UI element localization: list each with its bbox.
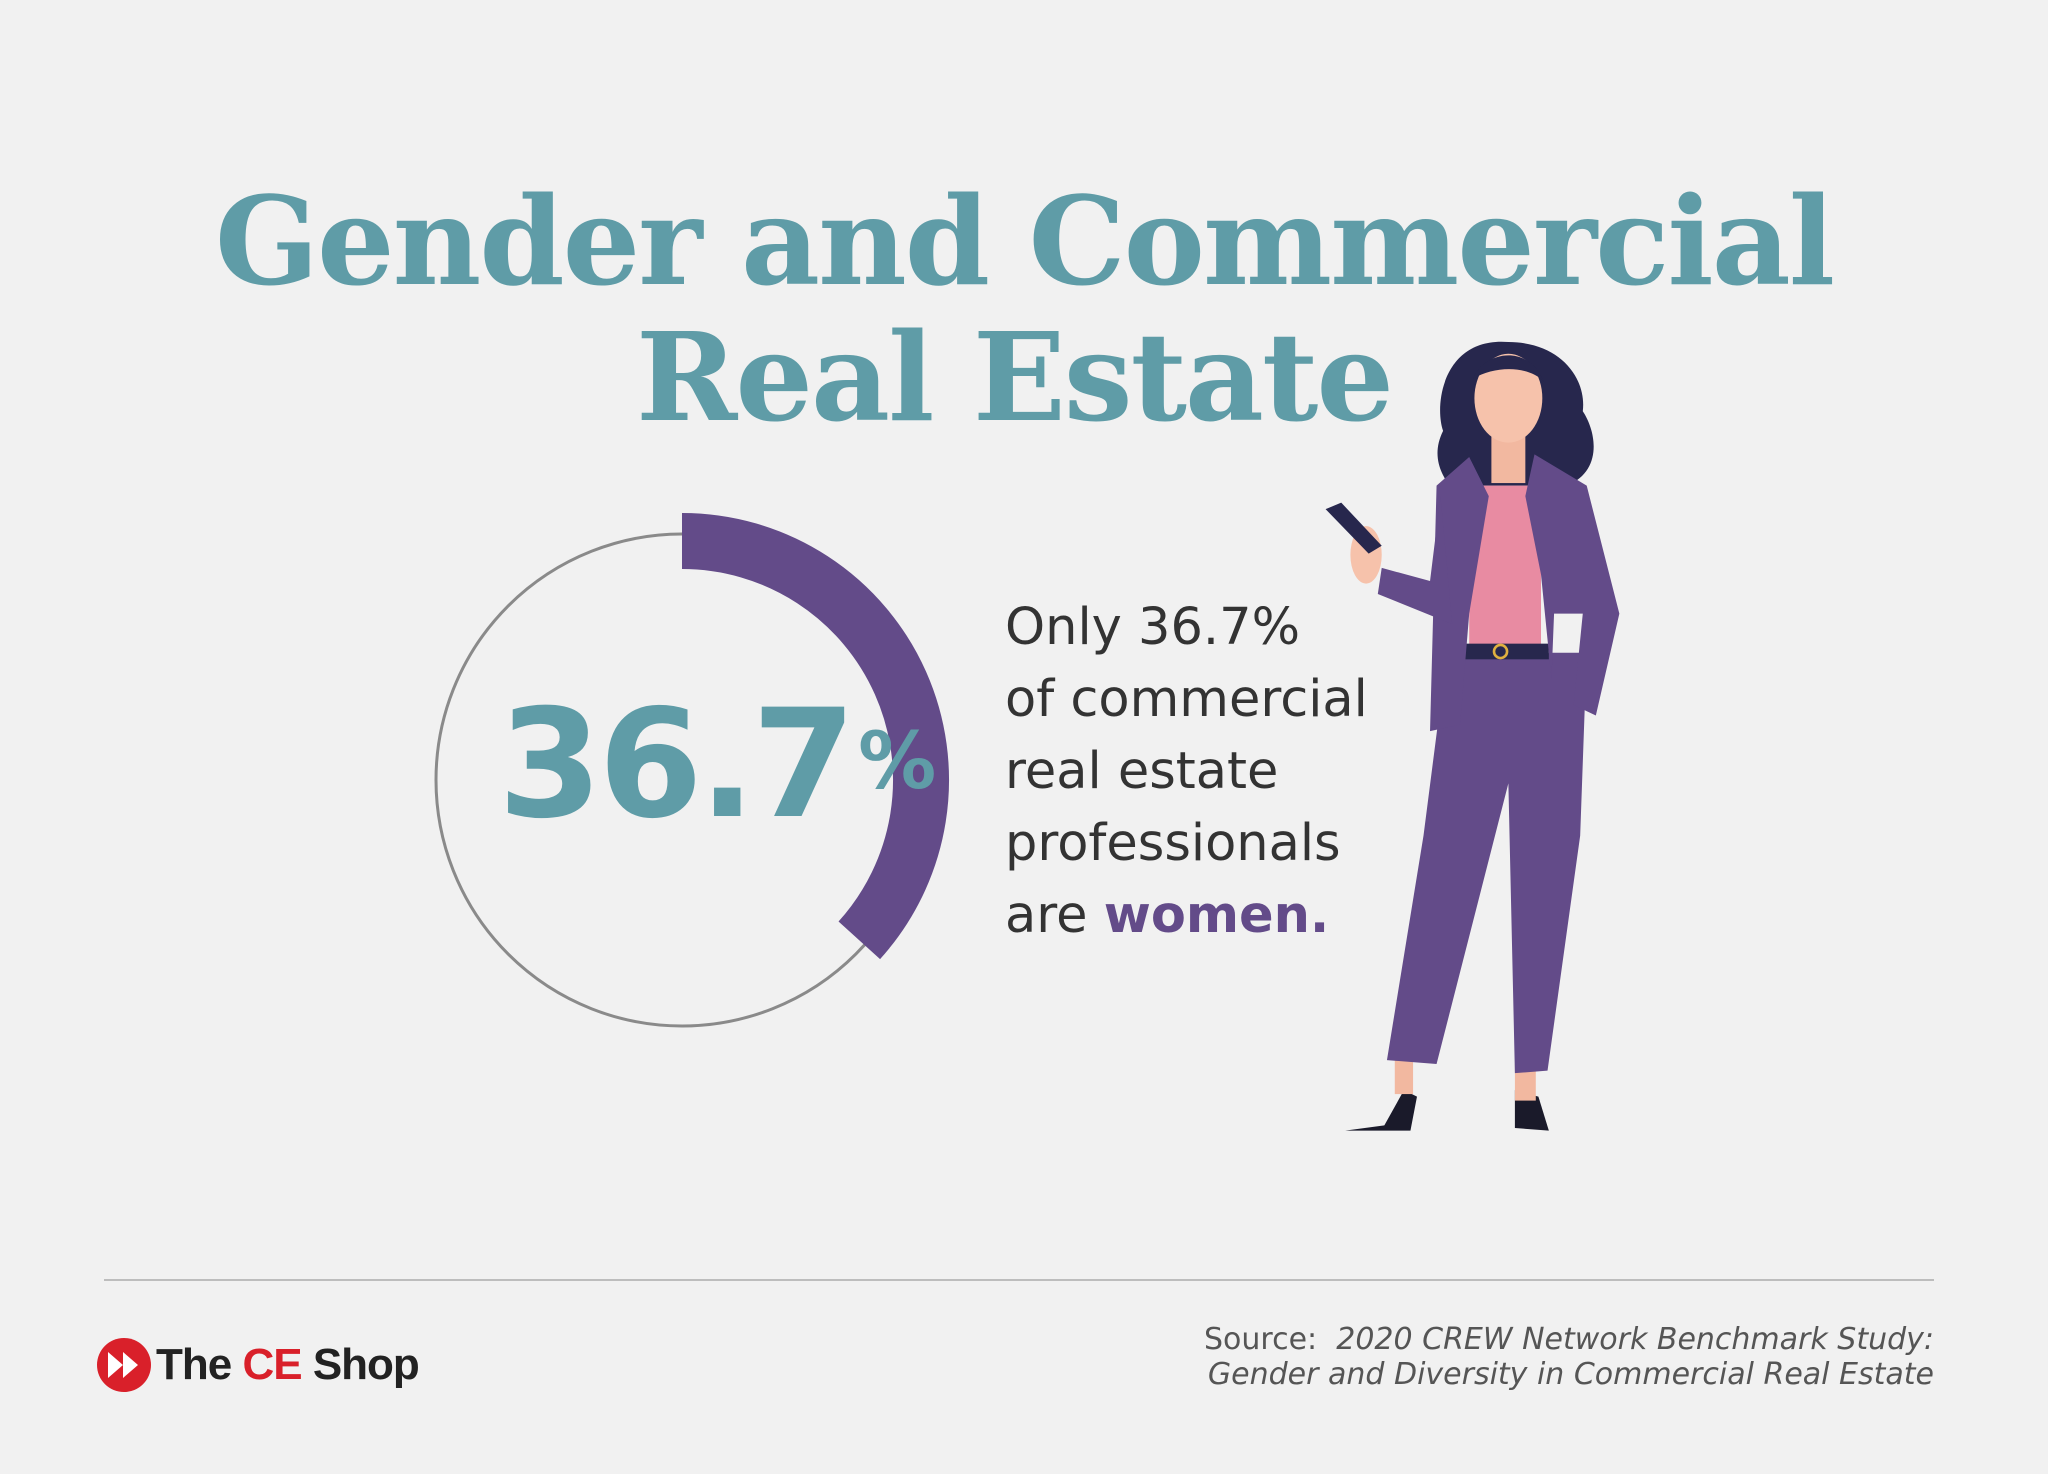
stat-unit: % <box>858 717 937 807</box>
stat-number: 36.7 <box>498 678 856 852</box>
title-line-2: Real Estate <box>636 305 1394 449</box>
logo-the: The <box>156 1340 232 1389</box>
logo-wordmark: The CE Shop <box>156 1340 420 1390</box>
stat-value: 36.7% <box>498 690 936 840</box>
ring-progress-arc <box>681 513 949 960</box>
source-line-1: 2020 CREW Network Benchmark Study: <box>1336 1322 1934 1357</box>
desc-highlight: women. <box>1103 886 1330 945</box>
fast-forward-icon <box>97 1338 151 1392</box>
ce-shop-logo: The CE Shop <box>96 1337 420 1393</box>
title-line-1: Gender and Commercial <box>214 169 1835 313</box>
desc-prefix: are <box>1005 886 1104 945</box>
logo-ce: CE <box>242 1340 302 1389</box>
desc-line-2: of commercial <box>1005 670 1368 729</box>
desc-line-1: Only 36.7% <box>1005 598 1301 657</box>
stat-description: Only 36.7% of commercial real estate pro… <box>1005 592 1368 952</box>
footer-divider <box>104 1279 1934 1281</box>
desc-line-4: professionals <box>1005 814 1341 873</box>
logo-shop: Shop <box>312 1340 420 1389</box>
source-label: Source: <box>1204 1322 1318 1357</box>
woman-figure <box>1325 341 1620 1131</box>
source-citation: Source: 2020 CREW Network Benchmark Stud… <box>1204 1322 1934 1392</box>
desc-line-3: real estate <box>1005 742 1279 801</box>
desc-line-5: are women. <box>1005 880 1368 952</box>
source-line-2: Gender and Diversity in Commercial Real … <box>1207 1357 1934 1392</box>
